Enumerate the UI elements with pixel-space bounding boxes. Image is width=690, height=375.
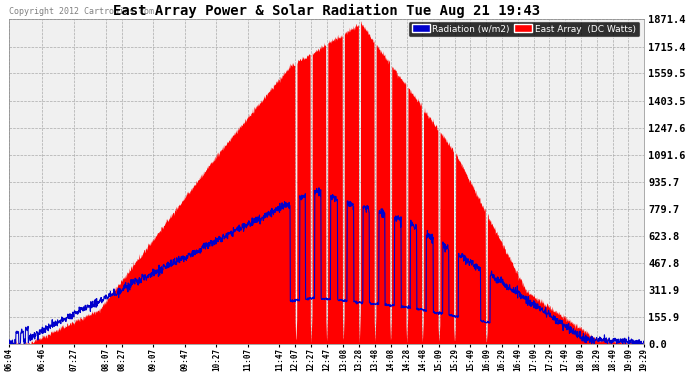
Title: East Array Power & Solar Radiation Tue Aug 21 19:43: East Array Power & Solar Radiation Tue A… [113,4,540,18]
Legend: Radiation (w/m2), East Array  (DC Watts): Radiation (w/m2), East Array (DC Watts) [408,21,640,37]
Text: Copyright 2012 Cartronics.com: Copyright 2012 Cartronics.com [9,7,154,16]
